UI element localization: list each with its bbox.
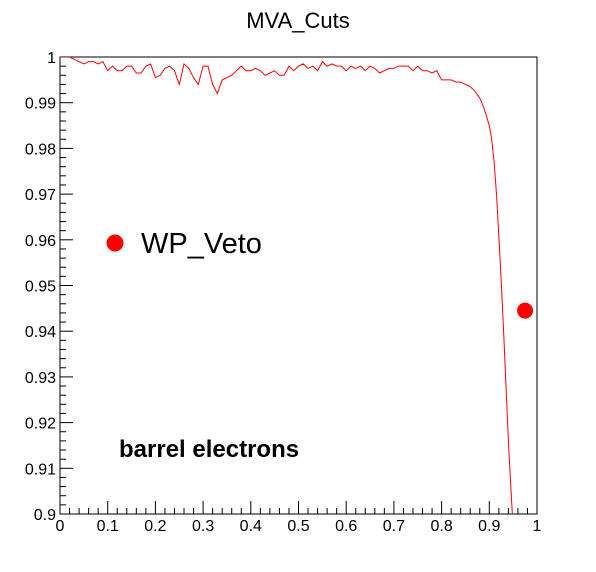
x-tick-label: 1 — [533, 518, 542, 535]
y-tick-label: 0.96 — [25, 233, 56, 250]
x-tick-label: 0.6 — [335, 518, 357, 535]
y-tick-label: 0.98 — [25, 141, 56, 158]
y-tick-label: 0.99 — [25, 96, 56, 113]
x-tick-label: 0.2 — [144, 518, 166, 535]
y-tick-label: 1 — [47, 50, 56, 67]
x-tick-label: 0.7 — [383, 518, 405, 535]
legend: WP_Veto — [106, 228, 262, 260]
x-tick-label: 0.1 — [97, 518, 119, 535]
legend-marker-wp-veto — [106, 234, 124, 252]
y-tick-label: 0.94 — [25, 324, 56, 341]
annotation-barrel-electrons: barrel electrons — [119, 436, 299, 463]
axis-ticks — [59, 56, 538, 515]
x-tick-label: 0.3 — [192, 518, 214, 535]
x-tick-label: 0.4 — [240, 518, 262, 535]
x-tick-label: 0.9 — [478, 518, 500, 535]
y-tick-label: 0.9 — [34, 507, 56, 524]
y-tick-label: 0.91 — [25, 461, 56, 478]
chart-title: MVA_Cuts — [246, 8, 350, 33]
x-tick-label: 0.5 — [287, 518, 309, 535]
x-tick-label: 0 — [56, 518, 65, 535]
y-axis-tick-labels: 0.9 0.91 0.92 0.93 0.94 0.95 0.96 0.97 0.98 0.99 1 — [25, 50, 56, 524]
x-axis-tick-labels: 0 0.1 0.2 0.3 0.4 0.5 0.6 0.7 0.8 0.9 1 — [56, 518, 542, 535]
y-tick-label: 0.95 — [25, 279, 56, 296]
wp-veto-point — [517, 302, 534, 319]
series-layer — [60, 57, 534, 514]
y-tick-label: 0.97 — [25, 187, 56, 204]
y-tick-label: 0.93 — [25, 370, 56, 387]
efficiency-curve — [60, 57, 513, 514]
x-tick-label: 0.8 — [430, 518, 452, 535]
y-tick-label: 0.92 — [25, 416, 56, 433]
legend-label-wp-veto: WP_Veto — [141, 228, 262, 260]
